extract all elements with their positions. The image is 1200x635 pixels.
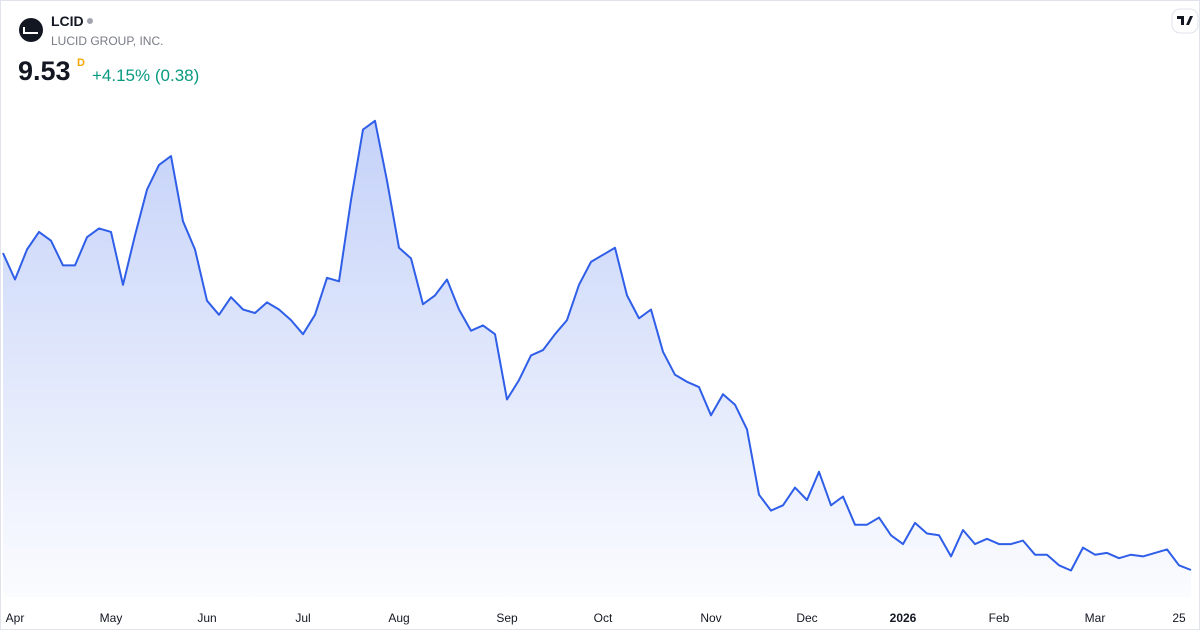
x-tick-label: Aug	[388, 611, 409, 625]
x-tick-label: 2026	[890, 611, 917, 625]
x-tick-label: Sep	[496, 611, 518, 625]
logo-glyph[interactable]	[1177, 16, 1193, 25]
area-fill	[3, 120, 1191, 598]
x-tick-label: Feb	[989, 611, 1010, 625]
x-tick-label: Nov	[700, 611, 721, 625]
logo-mark	[23, 27, 38, 34]
price: 9.53	[18, 56, 71, 86]
x-tick-label: May	[100, 611, 123, 625]
x-tick-label: Jul	[295, 611, 310, 625]
x-tick-label: 25	[1172, 611, 1186, 625]
x-tick-label: Apr	[6, 611, 25, 625]
logo	[19, 18, 43, 42]
company-name: LUCID GROUP, INC.	[51, 34, 163, 48]
price-line	[2, 119, 1192, 572]
x-tick-label: Mar	[1085, 611, 1106, 625]
symbol: LCID	[51, 13, 84, 29]
status-dot	[87, 18, 93, 24]
x-tick-label: Oct	[594, 611, 613, 625]
logo-badge[interactable]	[1171, 8, 1199, 34]
tradingview-logo[interactable]	[1171, 8, 1199, 34]
x-tick-label: Dec	[796, 611, 817, 625]
x-tick-label: Jun	[197, 611, 216, 625]
price-change: +4.15% (0.38)	[92, 66, 199, 85]
interval: D	[77, 57, 85, 69]
